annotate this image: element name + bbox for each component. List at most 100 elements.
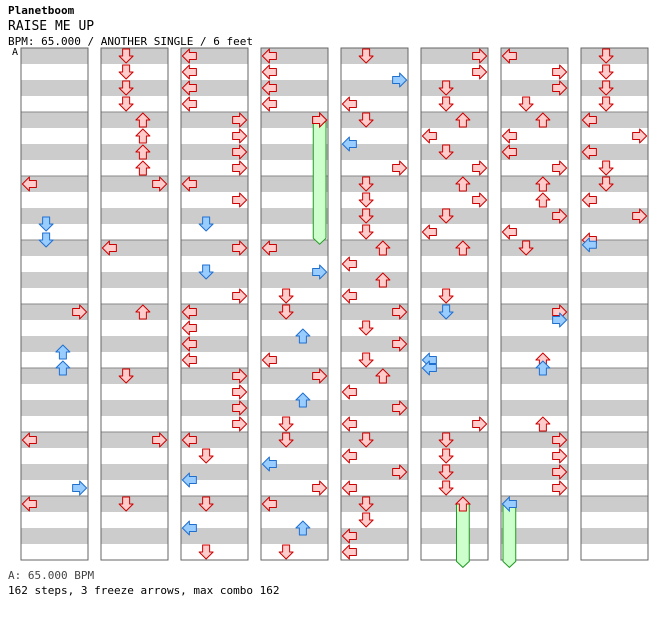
beat-band — [181, 544, 248, 560]
beat-band — [501, 224, 568, 240]
step-arrow-down-icon — [358, 224, 374, 240]
beat-band — [421, 160, 488, 176]
beat-band — [101, 64, 168, 80]
beat-band — [101, 288, 168, 304]
step-arrow-down-icon — [198, 264, 214, 280]
step-arrow-down-icon — [438, 304, 454, 320]
step-arrow-down-icon — [358, 192, 374, 208]
beat-band — [101, 448, 168, 464]
beat-band — [501, 368, 568, 384]
beat-band — [341, 336, 408, 352]
chart-stats: 162 steps, 3 freeze arrows, max combo 16… — [8, 584, 280, 597]
beat-band — [261, 368, 328, 384]
step-arrow-up-icon — [295, 520, 311, 536]
beat-band — [581, 480, 648, 496]
beat-band — [341, 64, 408, 80]
beat-band — [581, 272, 648, 288]
beat-band — [181, 336, 248, 352]
beat-band — [181, 480, 248, 496]
beat-band — [101, 400, 168, 416]
beat-band — [501, 320, 568, 336]
step-arrow-right-icon — [392, 400, 408, 416]
beat-band — [261, 112, 328, 128]
step-arrow-right-icon — [392, 304, 408, 320]
beat-band — [21, 448, 88, 464]
beat-band — [181, 352, 248, 368]
beat-band — [421, 192, 488, 208]
beat-band — [261, 496, 328, 512]
beat-band — [581, 112, 648, 128]
bpm-legend: A: 65.000 BPM — [8, 569, 95, 582]
beat-band — [261, 320, 328, 336]
step-arrow-right-icon — [552, 80, 568, 96]
step-arrow-right-icon — [552, 160, 568, 176]
beat-band — [181, 432, 248, 448]
beat-band — [101, 208, 168, 224]
beat-band — [421, 224, 488, 240]
beat-band — [181, 240, 248, 256]
step-arrow-up-icon — [135, 144, 151, 160]
step-arrow-right-icon — [552, 480, 568, 496]
beat-band — [21, 496, 88, 512]
step-arrow-right-icon — [552, 464, 568, 480]
beat-band — [341, 112, 408, 128]
beat-band — [261, 128, 328, 144]
beat-band — [101, 480, 168, 496]
step-arrow-left-icon — [421, 360, 437, 376]
beat-band — [421, 208, 488, 224]
beat-band — [261, 288, 328, 304]
step-arrow-up-icon — [135, 304, 151, 320]
freeze-arrow-head-icon — [454, 496, 472, 512]
beat-band — [101, 160, 168, 176]
beat-band — [581, 64, 648, 80]
step-arrow-up-icon — [55, 360, 71, 376]
beat-band — [181, 448, 248, 464]
step-arrow-down-icon — [278, 544, 294, 560]
beat-band — [501, 400, 568, 416]
beat-band — [341, 544, 408, 560]
freeze-arrow-head-icon — [501, 495, 517, 513]
beat-band — [581, 448, 648, 464]
step-arrow-down-icon — [118, 496, 134, 512]
beat-band — [421, 544, 488, 560]
beat-band — [21, 96, 88, 112]
beat-band — [501, 352, 568, 368]
step-arrow-up-icon — [455, 112, 471, 128]
beat-band — [581, 80, 648, 96]
beat-band — [261, 144, 328, 160]
beat-band — [341, 256, 408, 272]
step-arrow-left-icon — [341, 256, 357, 272]
beat-band — [261, 160, 328, 176]
beat-band — [501, 304, 568, 320]
chart-column-8 — [580, 47, 649, 561]
beat-band — [341, 432, 408, 448]
beat-band — [581, 512, 648, 528]
step-arrow-down-icon — [198, 216, 214, 232]
step-arrow-left-icon — [181, 80, 197, 96]
step-arrow-up-icon — [455, 240, 471, 256]
step-arrow-down-icon — [358, 48, 374, 64]
beat-band — [181, 176, 248, 192]
freeze-arrow-body — [456, 503, 470, 569]
chart-column-2 — [100, 47, 169, 561]
beat-band — [421, 48, 488, 64]
beat-band — [21, 304, 88, 320]
beat-band — [21, 384, 88, 400]
beat-band — [181, 256, 248, 272]
beat-band — [421, 496, 488, 512]
beat-band — [181, 160, 248, 176]
step-arrow-right-icon — [472, 160, 488, 176]
beat-band — [181, 208, 248, 224]
step-arrow-right-icon — [472, 192, 488, 208]
column-border — [420, 47, 489, 561]
step-arrow-up-icon — [455, 176, 471, 192]
beat-band — [101, 256, 168, 272]
beat-band — [181, 80, 248, 96]
step-arrow-up-icon — [535, 112, 551, 128]
beat-band — [421, 272, 488, 288]
freeze-arrow-body — [312, 119, 327, 245]
beat-band — [421, 464, 488, 480]
step-arrow-left-icon — [181, 336, 197, 352]
song-title: RAISE ME UP — [8, 19, 95, 34]
beat-band — [101, 96, 168, 112]
